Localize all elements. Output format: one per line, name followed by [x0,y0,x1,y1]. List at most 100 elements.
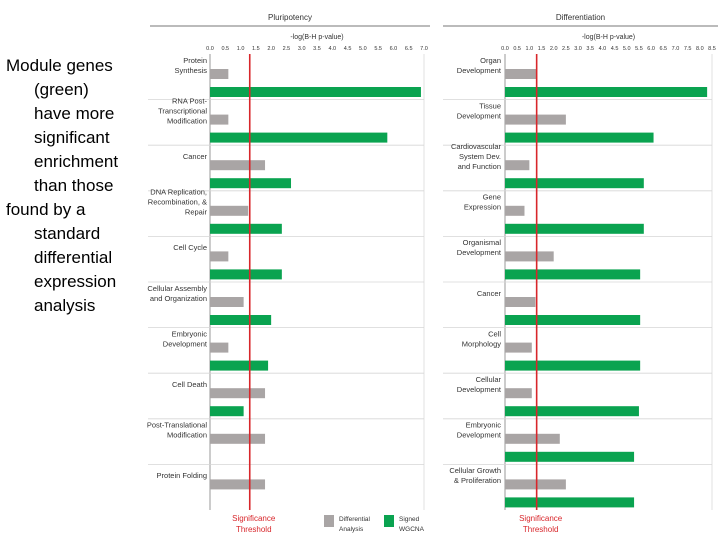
x-tick-label: 1.5 [252,46,260,52]
category-label: Cell [488,329,501,338]
bar-signed-wgcna [505,223,644,234]
x-tick-label: 5.5 [374,46,382,52]
chart-panel-differentiation: Differentiation -log(B-H p-value) 0.0 0.5 1.… [443,13,718,534]
x-tick-label: 4.0 [599,46,607,52]
caption-line: differential [34,248,113,267]
x-axis-label: -log(B-H p-value) [582,34,635,41]
bar-signed-wgcna [505,269,641,280]
x-tick-label: 5.0 [623,46,631,52]
bar-differential-analysis [210,479,266,490]
bar-signed-wgcna [505,315,641,325]
x-tick-label: 1.5 [538,46,546,52]
chart-title: Differentiation [556,13,605,22]
category-label: Protein Folding [157,471,207,480]
x-tick-label: 3.0 [574,46,582,52]
bar-signed-wgcna [505,360,641,371]
bar-signed-wgcna [210,360,269,371]
bar-differential-analysis [505,297,536,307]
bar-signed-wgcna [210,406,244,417]
category-label: Development [163,339,208,348]
x-axis-label: -log(B-H p-value) [290,34,343,41]
threshold-label: Significance [232,514,276,523]
category-label: & Proliferation [454,476,501,485]
x-tick-label: 5.5 [635,46,643,52]
bar-differential-analysis [505,433,560,444]
bar-signed-wgcna [505,132,654,143]
category-label: Organ [480,56,501,65]
bar-differential-analysis [210,342,229,353]
legend-label: Signed [399,516,420,523]
category-label: DNA Replication, [150,188,207,197]
bar-differential-analysis [505,205,525,216]
bar-differential-analysis [210,114,229,125]
bar-differential-analysis [505,114,566,125]
bar-differential-analysis [505,251,554,262]
bar-signed-wgcna [210,223,282,234]
x-tick-label: 4.5 [611,46,619,52]
x-tick-label: 3.5 [586,46,594,52]
bar-differential-analysis [210,160,266,171]
category-label: Post-Translational [147,421,207,430]
x-tick-label: 6.5 [659,46,667,52]
x-tick-label: 2.5 [562,46,570,52]
legend-swatch [384,515,394,527]
x-tick-label: 0.0 [501,46,509,52]
category-label: Cell Death [172,380,207,389]
category-label: Development [457,385,502,394]
caption-line: have more [34,104,115,123]
bar-signed-wgcna [505,406,639,417]
category-label: Development [457,248,502,257]
x-tick-label: 2.0 [550,46,558,52]
caption-line: than those [34,176,114,195]
bar-differential-analysis [210,297,244,307]
x-tick-label: 7.0 [420,46,428,52]
category-label: Cellular Assembly [147,284,207,293]
category-label: Modification [167,431,207,440]
legend-swatch [324,515,334,527]
bar-differential-analysis [505,69,537,79]
category-label: and Function [458,162,501,171]
category-label: Recombination, & [148,198,207,207]
category-label: Embryonic [172,329,208,338]
bar-signed-wgcna [505,451,635,462]
bar-signed-wgcna [210,132,388,143]
category-label: and Organization [150,294,207,303]
category-label: Expression [464,203,501,212]
x-tick-label: 2.0 [267,46,275,52]
bar-differential-analysis [505,342,532,353]
threshold-label: Threshold [236,525,272,534]
category-label: Cancer [183,152,208,161]
category-label: Development [457,431,502,440]
caption-line: enrichment [34,152,119,171]
legend-label: Analysis [339,526,364,533]
caption-line: found by a [6,200,86,219]
caption-line: Module genes [6,56,113,75]
x-tick-label: 5.0 [359,46,367,52]
caption-line: (green) [34,80,89,99]
x-tick-label: 6.0 [647,46,655,52]
category-label: Embryonic [466,421,502,430]
bar-differential-analysis [210,433,266,444]
x-tick-label: 4.5 [344,46,352,52]
category-label: Synthesis [174,66,207,75]
chart-title: Pluripotency [268,13,312,22]
bar-signed-wgcna [505,178,644,189]
category-label: Gene [483,193,501,202]
bar-signed-wgcna [210,315,272,325]
category-label: Cellular Growth [449,466,501,475]
category-label: Organismal [463,238,502,247]
x-tick-label: 3.0 [298,46,306,52]
threshold-label: Threshold [523,525,559,534]
category-label: Protein [183,56,207,65]
bar-signed-wgcna [210,87,421,97]
category-label: Cardiovascular [451,142,502,151]
bar-signed-wgcna [210,269,282,280]
bar-signed-wgcna [505,497,635,508]
category-label: Modification [167,116,207,125]
x-tick-label: 2.5 [283,46,291,52]
legend-label: WGCNA [399,526,425,533]
caption-line: expression [34,272,117,291]
x-tick-label: 7.0 [672,46,680,52]
x-tick-label: 4.0 [328,46,336,52]
chart-panel-pluripotency: Pluripotency -log(B-H p-value) 0.0 0.5 1.0 1.… [147,13,430,534]
